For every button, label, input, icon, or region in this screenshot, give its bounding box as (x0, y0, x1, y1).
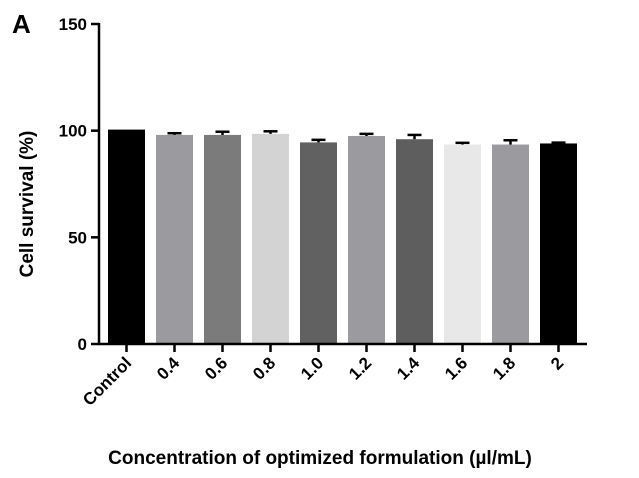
y-axis-ticks: 0 50 100 150 (59, 15, 99, 354)
x-tick-label-7: 1.6 (441, 353, 471, 383)
x-axis-ticks: Control 0.4 0.6 0.8 1.0 1.2 1.4 1.6 1.8 2 (79, 344, 567, 410)
error-bar-2 (215, 130, 230, 135)
bar-9 (540, 143, 577, 344)
error-bars (167, 130, 566, 145)
panel-label: A (12, 9, 31, 39)
bar-3 (252, 133, 289, 344)
x-tick-label-0: Control (79, 353, 135, 409)
x-tick-label-1: 0.4 (153, 353, 184, 384)
error-bar-6 (407, 133, 422, 140)
x-tick-label-5: 1.2 (345, 353, 375, 383)
x-tick-label-2: 0.6 (201, 353, 231, 383)
bar-0 (108, 129, 145, 344)
bar-6 (396, 139, 433, 344)
error-bar-5 (359, 132, 374, 136)
y-tick-label-2: 100 (59, 122, 87, 141)
y-tick-label-1: 50 (68, 228, 87, 247)
x-tick-label-3: 0.8 (249, 353, 279, 383)
bar-1 (156, 134, 193, 344)
x-tick-label-8: 1.8 (489, 353, 519, 383)
x-tick-label-9: 2 (547, 353, 567, 373)
x-tick-label-6: 1.4 (393, 353, 424, 384)
error-bar-8 (503, 139, 518, 145)
error-bar-1 (167, 131, 182, 135)
bar-8 (492, 144, 529, 344)
error-bar-7 (455, 141, 470, 145)
error-bar-4 (311, 138, 326, 143)
bar-7 (444, 144, 481, 344)
bar-5 (348, 136, 385, 344)
error-bar-9 (551, 141, 566, 144)
y-tick-label-0: 0 (78, 335, 87, 354)
y-axis-label: Cell survival (%) (17, 131, 38, 278)
error-bar-3 (263, 130, 278, 134)
x-tick-label-4: 1.0 (297, 353, 327, 383)
bar-4 (300, 142, 337, 344)
y-tick-label-3: 150 (59, 15, 87, 34)
x-axis-label: Concentration of optimized formulation (… (108, 448, 532, 469)
bar-2 (204, 134, 241, 344)
bars (108, 129, 577, 344)
